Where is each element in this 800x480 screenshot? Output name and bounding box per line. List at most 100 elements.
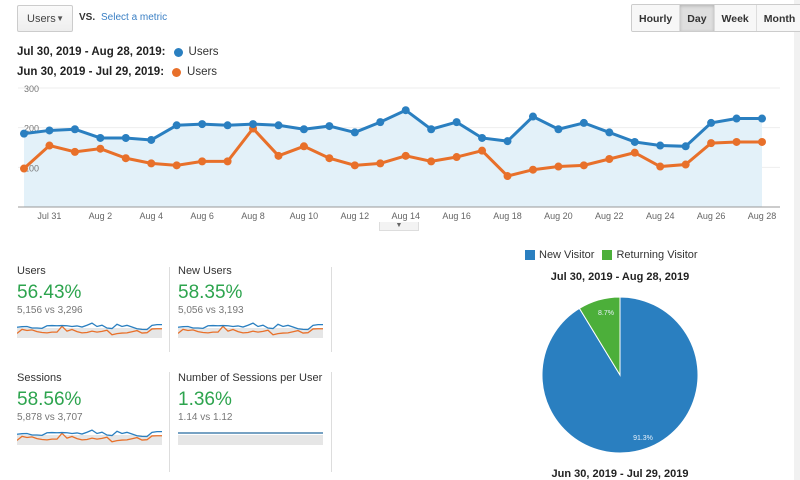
legend-metric: Users bbox=[188, 46, 219, 58]
card-sessions: Sessions 58.56% 5,878 vs 3,707 bbox=[16, 372, 167, 450]
sparkline-bg bbox=[178, 328, 323, 338]
legend-dot-icon bbox=[172, 67, 182, 77]
card-percent: 58.56% bbox=[17, 389, 82, 410]
select-metric-link[interactable]: Select a metric bbox=[101, 12, 168, 23]
card-title: Number of Sessions per User bbox=[178, 372, 323, 384]
pie-slice bbox=[541, 296, 699, 454]
data-point bbox=[249, 120, 258, 129]
card-new-users: New Users 58.35% 5,056 vs 3,193 bbox=[177, 265, 328, 343]
data-point bbox=[707, 139, 716, 148]
y-tick-label: 200 bbox=[24, 124, 39, 134]
data-point bbox=[528, 112, 537, 121]
divider bbox=[169, 372, 170, 472]
chevron-down-icon: ▼ bbox=[56, 14, 64, 23]
legend-new-visitor[interactable]: New Visitor bbox=[539, 249, 595, 261]
data-point bbox=[758, 114, 766, 123]
x-tick-label: Aug 18 bbox=[493, 211, 522, 221]
x-tick-label: Aug 22 bbox=[595, 211, 624, 221]
data-point bbox=[503, 137, 512, 146]
data-point bbox=[656, 162, 665, 171]
card-comparison: 5,156 vs 3,296 bbox=[17, 305, 83, 316]
data-point bbox=[554, 125, 563, 134]
data-point bbox=[427, 125, 436, 134]
divider bbox=[169, 267, 170, 352]
legend-metric: Users bbox=[187, 66, 218, 78]
data-point bbox=[681, 160, 690, 169]
sparkline bbox=[178, 432, 323, 445]
data-point bbox=[223, 121, 232, 130]
y-tick-label: 100 bbox=[24, 163, 39, 173]
x-tick-label: Aug 12 bbox=[341, 211, 370, 221]
legend-returning-visitor[interactable]: Returning Visitor bbox=[616, 249, 698, 261]
card-sessions-per-user: Number of Sessions per User 1.36% 1.14 vs … bbox=[178, 372, 338, 450]
legend-current: Jul 30, 2019 - Aug 28, 2019: Users bbox=[17, 46, 219, 58]
data-point bbox=[478, 146, 487, 155]
visitor-pie-chart: 91.3% 8.7% bbox=[541, 296, 699, 454]
data-point bbox=[630, 137, 639, 146]
data-point bbox=[376, 118, 385, 127]
data-point bbox=[707, 118, 716, 127]
legend-previous: Jun 30, 2019 - Jul 29, 2019: Users bbox=[17, 66, 217, 78]
week-button[interactable]: Week bbox=[713, 5, 756, 31]
data-point bbox=[274, 121, 283, 130]
data-point bbox=[732, 114, 741, 123]
data-point bbox=[503, 172, 512, 181]
day-button[interactable]: Day bbox=[679, 5, 714, 31]
legend-dot-icon bbox=[173, 47, 183, 57]
month-button[interactable]: Month bbox=[755, 5, 800, 31]
pie-slice-label: 8.7% bbox=[598, 310, 614, 317]
card-title: Users bbox=[17, 265, 46, 277]
sparkline-bg bbox=[17, 328, 162, 338]
x-tick-label: Aug 24 bbox=[646, 211, 675, 221]
data-point bbox=[198, 120, 207, 129]
x-tick-label: Aug 16 bbox=[442, 211, 471, 221]
legend-range: Jun 30, 2019 - Jul 29, 2019: bbox=[17, 66, 165, 78]
x-tick-label: Aug 8 bbox=[241, 211, 265, 221]
data-point bbox=[376, 159, 385, 168]
data-point bbox=[96, 144, 105, 153]
card-comparison: 1.14 vs 1.12 bbox=[178, 412, 233, 423]
data-point bbox=[681, 142, 690, 151]
data-point bbox=[554, 162, 563, 171]
y-tick-label: 300 bbox=[24, 84, 39, 94]
data-point bbox=[172, 121, 181, 130]
x-tick-label: Aug 4 bbox=[139, 211, 163, 221]
vs-label: VS. bbox=[79, 12, 96, 23]
data-point bbox=[758, 137, 766, 146]
card-title: Sessions bbox=[17, 372, 62, 384]
data-point bbox=[147, 135, 156, 144]
scrollbar[interactable] bbox=[794, 0, 800, 480]
sparkline bbox=[16, 429, 162, 445]
data-point bbox=[45, 126, 54, 135]
x-tick-label: Aug 2 bbox=[89, 211, 113, 221]
sparkline-line bbox=[16, 429, 162, 438]
pie-title-previous: Jun 30, 2019 - Jul 29, 2019 bbox=[551, 468, 689, 480]
data-point bbox=[96, 133, 105, 142]
series-line bbox=[23, 108, 762, 148]
metric-dropdown[interactable]: Users ▼ bbox=[17, 5, 73, 32]
x-tick-label: Aug 10 bbox=[290, 211, 319, 221]
sparkline-line bbox=[16, 322, 162, 331]
metric-dropdown-label: Users bbox=[27, 13, 56, 25]
series-line bbox=[22, 126, 762, 178]
data-point bbox=[401, 106, 410, 115]
collapse-chart-handle[interactable]: ▼ bbox=[379, 222, 419, 231]
legend-range: Jul 30, 2019 - Aug 28, 2019: bbox=[17, 46, 166, 58]
hourly-button[interactable]: Hourly bbox=[632, 5, 680, 31]
sparkline-bg bbox=[17, 435, 162, 445]
card-users: Users 56.43% 5,156 vs 3,296 bbox=[16, 265, 167, 343]
sparkline-line bbox=[177, 325, 323, 336]
data-point bbox=[325, 122, 334, 131]
x-tick-label: Aug 28 bbox=[748, 211, 777, 221]
divider bbox=[331, 267, 332, 352]
data-point bbox=[172, 161, 181, 170]
pie-legend: New Visitor Returning Visitor bbox=[525, 249, 698, 261]
data-point bbox=[70, 125, 79, 134]
data-point bbox=[20, 164, 28, 173]
new-visitor-swatch-icon bbox=[525, 250, 535, 260]
data-point bbox=[299, 142, 308, 151]
data-point bbox=[579, 161, 588, 170]
data-point bbox=[452, 118, 461, 127]
data-point bbox=[605, 128, 614, 137]
data-point bbox=[401, 151, 410, 160]
